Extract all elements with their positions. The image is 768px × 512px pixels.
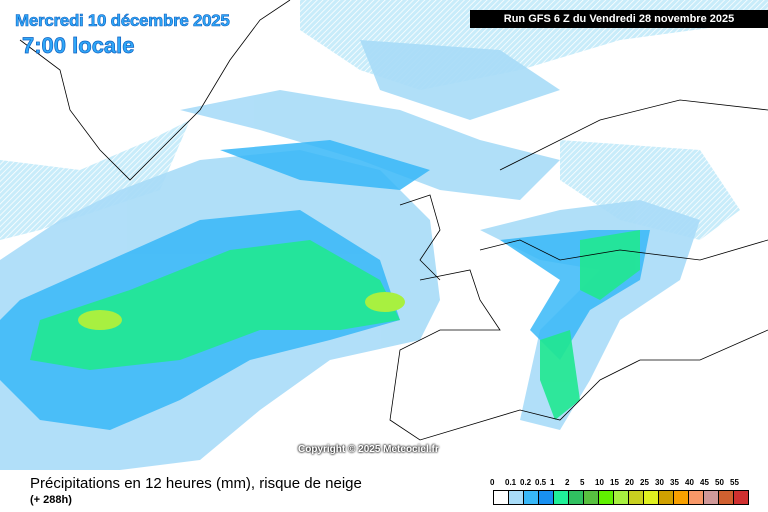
forecast-date: Mercredi 10 décembre 2025 bbox=[15, 11, 230, 31]
legend-swatch bbox=[629, 491, 644, 504]
legend-label: 15 bbox=[610, 478, 619, 487]
legend-swatch bbox=[719, 491, 734, 504]
legend-label: 10 bbox=[595, 478, 604, 487]
legend-label: 1 bbox=[550, 478, 555, 487]
copyright-text: Copyright © 2025 Meteociel.fr bbox=[298, 444, 439, 455]
legend-label: 0.1 bbox=[505, 478, 517, 487]
legend-swatch bbox=[659, 491, 674, 504]
legend-swatch bbox=[509, 491, 524, 504]
precipitation-map bbox=[0, 0, 768, 470]
coastlines bbox=[19, 0, 768, 441]
legend-label: 0.2 bbox=[520, 478, 532, 487]
legend-label: 20 bbox=[625, 478, 634, 487]
precipitation-core bbox=[78, 292, 405, 330]
legend-label: 40 bbox=[685, 478, 694, 487]
legend-swatch bbox=[554, 491, 569, 504]
legend-swatch bbox=[644, 491, 659, 504]
legend-swatch bbox=[539, 491, 554, 504]
legend-label: 45 bbox=[700, 478, 709, 487]
legend-swatch bbox=[674, 491, 689, 504]
legend-swatch bbox=[704, 491, 719, 504]
color-legend: 0 0.1 0.2 0.5 1 2 5 10 15 20 25 30 35 40 45 50 55 bbox=[490, 478, 749, 505]
legend-label: 5 bbox=[580, 478, 585, 487]
legend-label: 25 bbox=[640, 478, 649, 487]
legend-swatch bbox=[524, 491, 539, 504]
legend-swatch bbox=[689, 491, 704, 504]
legend-label: 55 bbox=[730, 478, 739, 487]
legend-swatch bbox=[734, 491, 748, 504]
legend-label: 30 bbox=[655, 478, 664, 487]
legend-swatch bbox=[494, 491, 509, 504]
legend-label: 35 bbox=[670, 478, 679, 487]
legend-swatch bbox=[614, 491, 629, 504]
legend-swatch bbox=[599, 491, 614, 504]
map-title: Précipitations en 12 heures (mm), risque… bbox=[30, 475, 362, 492]
model-run-label: Run GFS 6 Z du Vendredi 28 novembre 2025 bbox=[470, 10, 768, 28]
legend-swatch bbox=[569, 491, 584, 504]
legend-swatch bbox=[584, 491, 599, 504]
forecast-hour: (+ 288h) bbox=[30, 494, 72, 506]
legend-label: 50 bbox=[715, 478, 724, 487]
legend-label: 0.5 bbox=[535, 478, 547, 487]
forecast-time: 7:00 locale bbox=[22, 33, 135, 59]
precipitation-heavy bbox=[30, 230, 640, 420]
legend-label: 0 bbox=[490, 478, 495, 487]
legend-label: 2 bbox=[565, 478, 570, 487]
